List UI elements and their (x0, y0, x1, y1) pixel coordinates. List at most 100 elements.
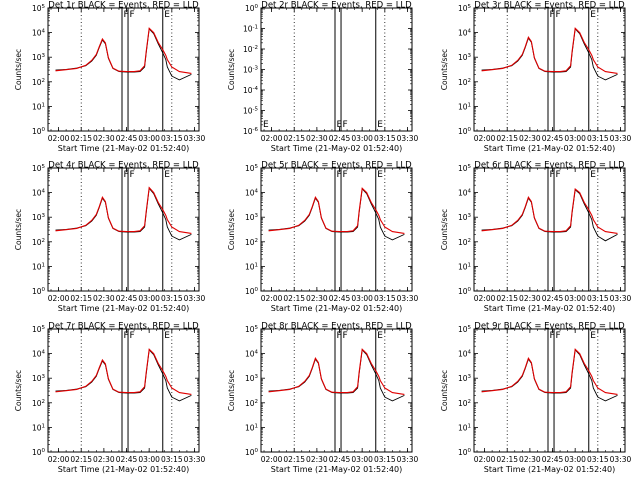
x-tick-label: 03:30 (184, 134, 206, 143)
plot-frame (47, 167, 200, 292)
marker-label: F (556, 170, 561, 180)
x-tick-label: 02:30 (306, 455, 328, 464)
y-tick-label: 103 (458, 213, 472, 222)
x-tick-label: 03:30 (397, 455, 419, 464)
series-lld-line (481, 348, 618, 395)
x-axis-label: Start Time (21-May-02 01:52:40) (58, 144, 189, 153)
marker-label: E (590, 170, 596, 180)
y-tick-label: 102 (245, 399, 258, 408)
x-tick-label: 03:00 (138, 134, 160, 143)
x-tick-label: 02:15 (70, 134, 92, 143)
x-axis-label: Start Time (21-May-02 01:52:40) (484, 304, 615, 313)
y-tick-label: 101 (458, 262, 471, 271)
y-tick-label: 101 (32, 102, 45, 111)
x-tick-label: 02:15 (283, 134, 305, 143)
x-tick-label: 02:00 (474, 134, 496, 143)
y-tick-label: 103 (32, 53, 46, 62)
marker-label: E (164, 10, 170, 20)
y-tick-label: 102 (458, 238, 471, 247)
x-tick-label: 03:30 (397, 134, 419, 143)
plot-title: Det 6r BLACK = Events, RED = LLD (474, 161, 625, 171)
x-tick-label: 03:00 (138, 294, 160, 303)
y-axis-label: Counts/sec (227, 49, 236, 90)
x-tick-label: 03:30 (610, 455, 632, 464)
series-lld-line (55, 186, 192, 234)
y-tick-label: 103 (32, 213, 46, 222)
x-tick-label: 02:45 (542, 294, 564, 303)
x-tick-label: 02:15 (283, 294, 305, 303)
y-axis-label: Counts/sec (440, 370, 449, 411)
x-axis-label: Start Time (21-May-02 01:52:40) (484, 465, 615, 474)
marker-label: F (343, 120, 348, 130)
x-tick-label: 03:15 (587, 134, 609, 143)
x-tick-label: 02:30 (93, 294, 115, 303)
marker-label: F (549, 331, 554, 341)
x-tick-label: 02:45 (329, 455, 351, 464)
x-tick-label: 02:45 (116, 294, 138, 303)
plot-frame (473, 167, 626, 292)
x-tick-label: 02:30 (93, 455, 115, 464)
marker-label: F (123, 170, 128, 180)
y-tick-label: 102 (32, 78, 45, 87)
y-tick-label: 100 (458, 287, 472, 296)
marker-label: F (336, 170, 341, 180)
x-tick-label: 03:30 (397, 294, 419, 303)
y-tick-label: 104 (458, 29, 472, 38)
y-tick-label: 10-5 (243, 107, 259, 116)
y-axis-label: Counts/sec (227, 370, 236, 411)
x-axis-label: Start Time (21-May-02 01:52:40) (58, 304, 189, 313)
marker-label: E (377, 331, 383, 341)
y-tick-label: 102 (458, 399, 471, 408)
x-axis-label: Start Time (21-May-02 01:52:40) (271, 304, 402, 313)
x-axis-label: Start Time (21-May-02 01:52:40) (484, 144, 615, 153)
plot-frame (473, 7, 626, 132)
y-axis-label: Counts/sec (227, 209, 236, 250)
plot-title: Det 8r BLACK = Events, RED = LLD (261, 322, 412, 332)
x-tick-label: 02:30 (93, 134, 115, 143)
y-tick-label: 10-4 (243, 86, 259, 95)
y-tick-label: 105 (32, 4, 46, 13)
x-tick-label: 03:00 (351, 294, 373, 303)
x-tick-label: 03:30 (610, 294, 632, 303)
x-tick-label: 03:00 (564, 455, 586, 464)
x-tick-label: 02:45 (542, 134, 564, 143)
y-tick-label: 105 (32, 164, 46, 173)
marker-label: E (590, 10, 596, 20)
marker-label-left: E (263, 120, 269, 130)
series-lld-line (481, 27, 618, 74)
y-tick-label: 100 (245, 448, 259, 457)
x-tick-label: 02:00 (261, 455, 283, 464)
marker-label: F (343, 331, 348, 341)
x-tick-label: 03:15 (587, 294, 609, 303)
plot-frame (47, 7, 200, 132)
y-tick-label: 101 (458, 102, 471, 111)
plot-title: Det 9r BLACK = Events, RED = LLD (474, 322, 625, 332)
x-tick-label: 02:15 (70, 294, 92, 303)
series-events-line (481, 349, 618, 402)
y-tick-label: 101 (245, 262, 258, 271)
plot-title: Det 7r BLACK = Events, RED = LLD (48, 322, 199, 332)
marker-label: E (377, 170, 383, 180)
x-tick-label: 02:15 (496, 455, 518, 464)
x-tick-label: 02:45 (116, 134, 138, 143)
x-tick-label: 02:00 (261, 294, 283, 303)
x-tick-label: 02:45 (116, 455, 138, 464)
marker-label: F (549, 170, 554, 180)
y-tick-label: 104 (245, 189, 259, 198)
series-lld-line (268, 348, 405, 395)
x-tick-label: 03:15 (374, 294, 396, 303)
series-events-line (55, 187, 192, 241)
series-events-line (268, 349, 405, 402)
y-tick-label: 10-2 (243, 45, 258, 54)
y-tick-label: 100 (32, 287, 46, 296)
x-tick-label: 03:00 (564, 134, 586, 143)
x-tick-label: 03:15 (161, 455, 183, 464)
